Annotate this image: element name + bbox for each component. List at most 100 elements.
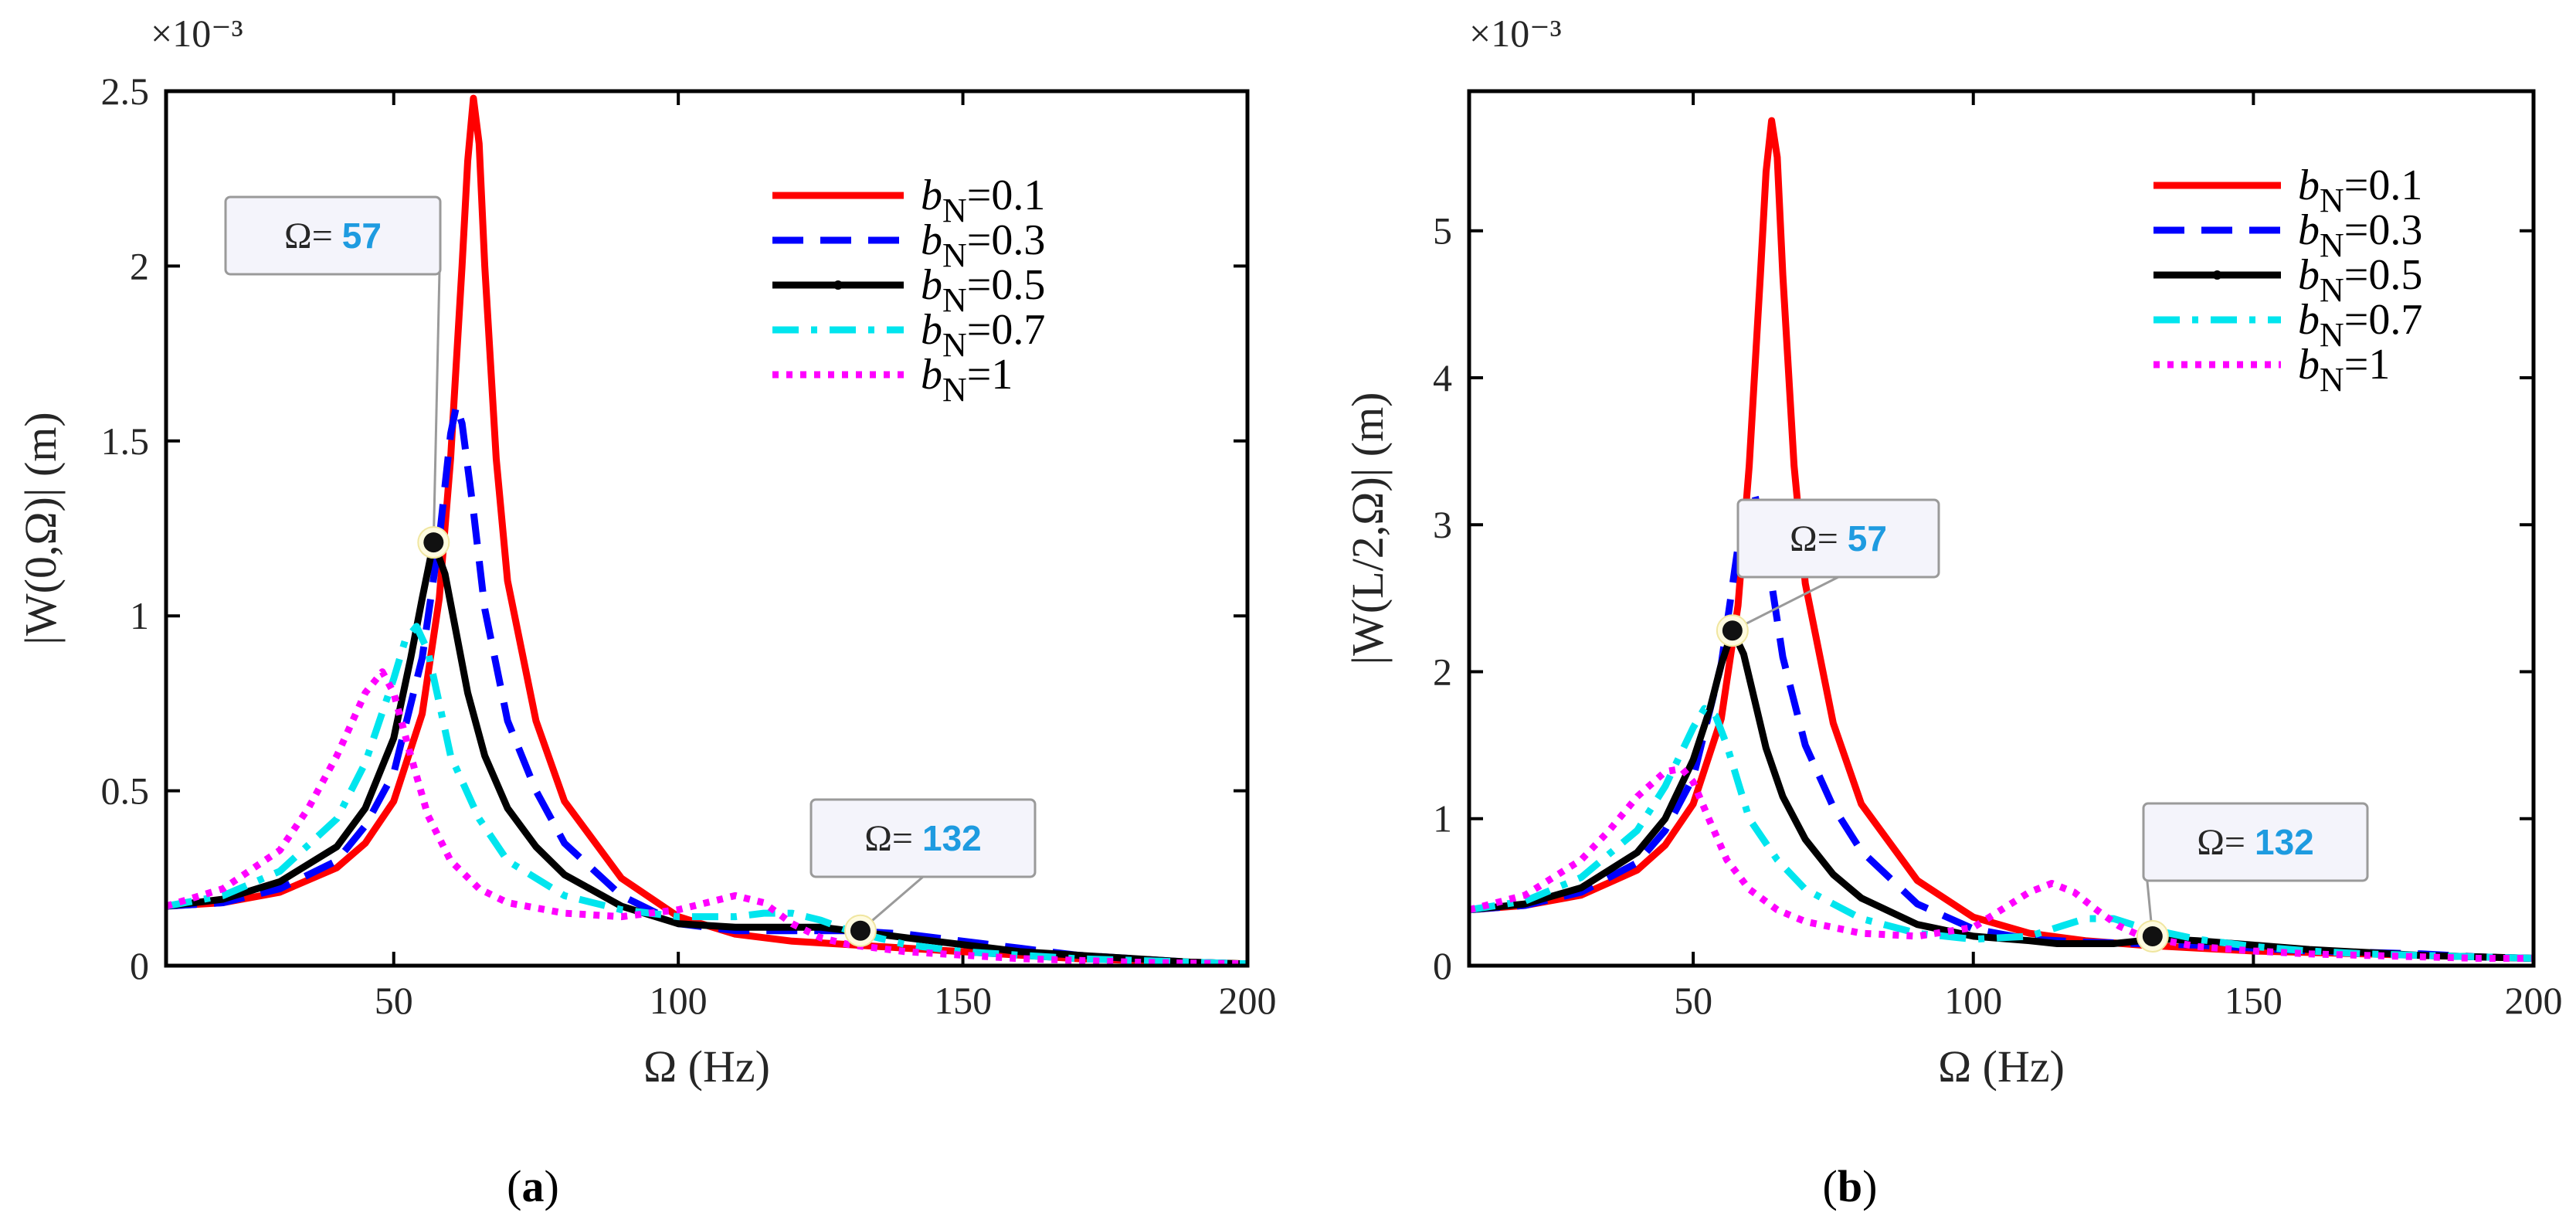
x-tick-label: 150	[934, 979, 992, 1022]
series-point	[504, 805, 511, 811]
series-point	[1662, 816, 1668, 822]
annotation-value: 132	[2255, 822, 2314, 862]
series-point	[277, 878, 283, 885]
series-point	[2026, 938, 2032, 944]
legend-label: bN=0.7	[921, 306, 1045, 364]
series-line-4	[166, 623, 1247, 966]
series-line-4	[1469, 705, 2534, 962]
annotation-box	[809, 798, 1037, 878]
y-tick-label: 0	[1433, 944, 1452, 987]
series-point	[1914, 922, 1920, 928]
series-point	[1858, 895, 1865, 901]
axes-box-a	[164, 89, 1250, 968]
series-point	[362, 805, 368, 811]
annotation-value: 57	[1848, 518, 1887, 559]
annotation-label: Ω= 57	[1790, 518, 1887, 559]
chart-panel-a: 00.511.522.5 50 100 150 200 bN=0.1bN=0.3bN=…	[15, 12, 1277, 1211]
series-point	[675, 921, 681, 927]
series-point	[1718, 661, 1724, 667]
series-point	[465, 690, 471, 696]
x-tick-label: 100	[650, 979, 708, 1022]
series-point	[482, 752, 488, 759]
series-point	[732, 924, 738, 930]
y-tick-label: 2.5	[101, 70, 150, 113]
y-tick-label: 4	[1433, 356, 1452, 399]
series-point	[2250, 942, 2256, 948]
legend-label: bN=0.5	[921, 261, 1045, 319]
series-point	[903, 935, 909, 941]
x-axis-label-b: Ω (Hz)	[1938, 1041, 2065, 1092]
series-point	[1802, 836, 1808, 842]
caption-a-letter: a	[522, 1161, 545, 1211]
series-point	[1970, 933, 1977, 939]
annotation-value: 132	[922, 818, 982, 858]
axes-box-b	[1467, 89, 2536, 968]
y-tick-label: 0.5	[101, 769, 150, 813]
x-tick-label: 50	[1674, 979, 1712, 1022]
legend-label: bN=0.3	[2298, 206, 2422, 264]
x-tick-label: 150	[2225, 979, 2282, 1022]
y-tick-label: 3	[1433, 503, 1452, 546]
series-point	[1016, 949, 1023, 955]
caption-b: (b)	[1823, 1161, 1878, 1211]
series-point	[1634, 850, 1641, 856]
series-point	[1780, 793, 1786, 800]
annotation-label: Ω= 132	[2197, 822, 2314, 863]
annotation-label: Ω= 132	[864, 818, 982, 859]
legend-label: bN=0.5	[2298, 251, 2422, 309]
caption-a: (a)	[507, 1161, 559, 1211]
x-tick-label: 100	[1944, 979, 2002, 1022]
x-axis-label-a: Ω (Hz)	[643, 1041, 770, 1092]
annotation-label: Ω= 57	[284, 216, 382, 256]
series-point	[1830, 871, 1836, 878]
y-tick-label: 0	[130, 944, 149, 987]
caption-b-letter: b	[1838, 1161, 1862, 1211]
series-point	[1763, 745, 1769, 751]
annotation-box	[224, 195, 442, 276]
series-point	[408, 655, 414, 661]
series-group-b	[1469, 117, 2534, 962]
series-point	[391, 735, 397, 742]
series-point	[2110, 940, 2116, 946]
annotations-b: Ω= 57 Ω= 132	[1716, 498, 2369, 953]
series-point	[533, 844, 539, 850]
marker-point	[2142, 925, 2163, 946]
series-point	[334, 844, 340, 850]
x-ticks-b: 50 100 150 200	[1674, 91, 2563, 1022]
legend-label: bN=0.1	[2298, 161, 2422, 219]
series-point	[562, 871, 568, 878]
legend-a: bN=0.1bN=0.3bN=0.5bN=0.7bN=1	[772, 172, 1045, 409]
series-point	[2055, 940, 2061, 946]
y-tick-label: 1	[1433, 797, 1452, 841]
y-tick-label: 2	[1433, 650, 1452, 693]
y-exponent-b: ×10⁻³	[1469, 12, 1562, 55]
legend-label: bN=0.7	[2298, 296, 2422, 354]
legend-label: bN=0.1	[921, 172, 1045, 229]
series-point	[817, 924, 823, 930]
annotation-box	[2142, 802, 2369, 882]
series-point	[960, 942, 966, 948]
x-ticks-a: 50 100 150 200	[375, 91, 1277, 1022]
y-tick-label: 2	[130, 244, 149, 287]
x-tick-label: 200	[2505, 979, 2563, 1022]
series-line-5	[166, 668, 1247, 966]
legend-label: bN=0.3	[921, 216, 1045, 274]
series-point	[453, 630, 460, 637]
legend-swatch-dot	[2212, 270, 2222, 280]
y-axis-label-a: |W(0,Ω)| (m)	[15, 412, 66, 644]
y-exponent-a: ×10⁻³	[151, 12, 243, 55]
y-tick-label: 1	[130, 594, 149, 637]
y-tick-label: 1.5	[101, 419, 150, 463]
legend-label: bN=1	[921, 351, 1013, 409]
annotation-box	[1736, 498, 1940, 579]
y-axis-label-b: |W(L/2,Ω)| (m)	[1342, 392, 1393, 665]
legend-label: bN=1	[2298, 341, 2390, 399]
legend-swatch-dot	[833, 280, 843, 290]
series-group-a	[166, 94, 1247, 966]
series-line-5	[1469, 765, 2534, 962]
series-point	[1074, 952, 1080, 958]
series-line-2	[166, 402, 1247, 966]
series-line-3	[166, 538, 1247, 966]
y-ticks-a: 0 0.5 1 1.5 2 2.5	[101, 70, 1247, 987]
